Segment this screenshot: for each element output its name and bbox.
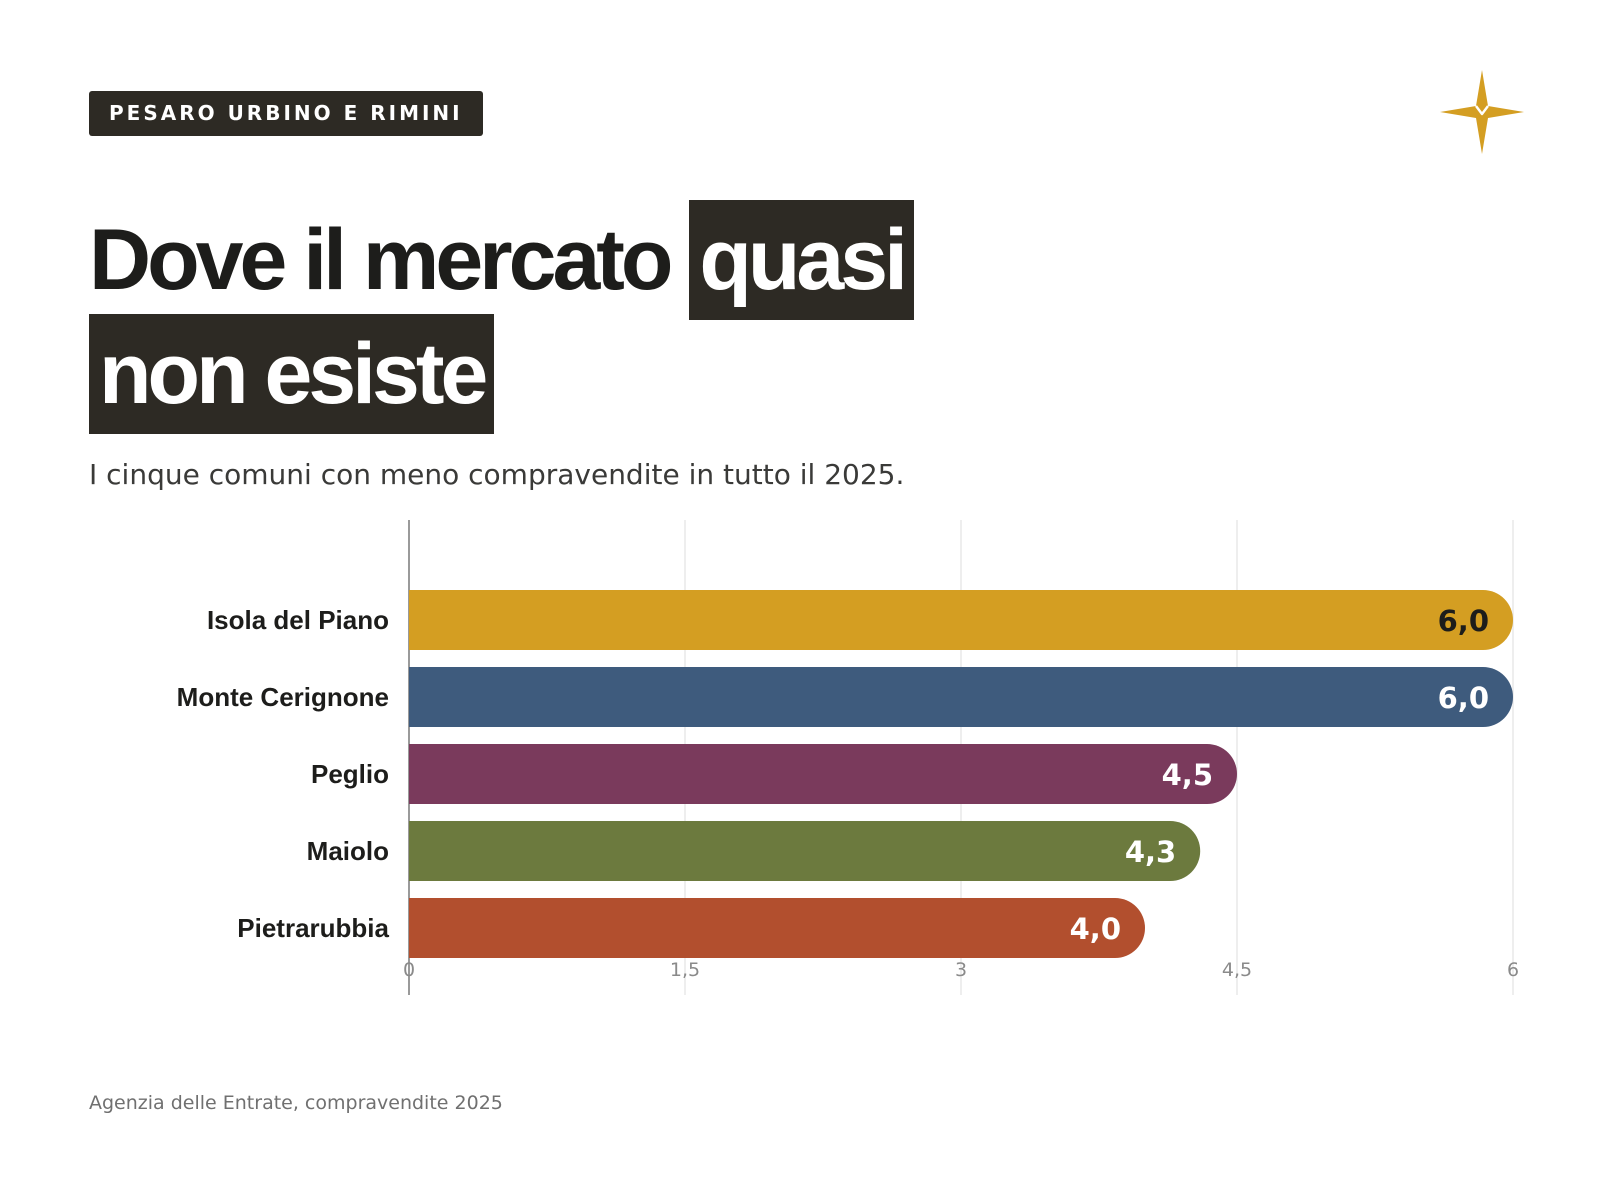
subtitle: I cinque comuni con meno compravendite i…: [89, 458, 905, 491]
title-highlight-1: quasi: [689, 200, 914, 320]
bar: [409, 590, 1513, 650]
category-label: Pietrarubbia: [237, 913, 389, 943]
category-label: Maiolo: [307, 836, 389, 866]
value-label: 4,3: [1125, 835, 1176, 869]
region-tag: PESARO URBINO E RIMINI: [89, 91, 483, 136]
bar-chart: 0 1,5 3 4,5 6 Isola del Piano 6,0 Monte Cerigno…: [177, 520, 1519, 995]
x-tick-label: 1,5: [670, 959, 700, 981]
x-tick-label: 4,5: [1222, 959, 1252, 981]
category-label: Monte Cerignone: [177, 682, 389, 712]
bar: [409, 898, 1145, 958]
value-label: 4,0: [1070, 912, 1121, 946]
category-label: Isola del Piano: [207, 605, 389, 635]
source-note: Agenzia delle Entrate, compravendite 202…: [89, 1092, 503, 1114]
x-tick-label: 6: [1507, 959, 1519, 981]
page-title: Dove il mercato quasi non esiste: [89, 200, 914, 434]
x-tick-label: 3: [955, 959, 967, 981]
value-label: 6,0: [1438, 681, 1489, 715]
title-part1: Dove il mercato: [89, 212, 690, 308]
compass-star-icon: [1440, 70, 1524, 154]
value-label: 4,5: [1162, 758, 1213, 792]
bar: [409, 821, 1201, 881]
x-tick-label: 0: [403, 959, 415, 981]
bar: [409, 667, 1513, 727]
bar: [409, 744, 1237, 804]
category-label: Peglio: [311, 759, 389, 789]
title-highlight-2: non esiste: [89, 314, 495, 434]
value-label: 6,0: [1438, 604, 1489, 638]
